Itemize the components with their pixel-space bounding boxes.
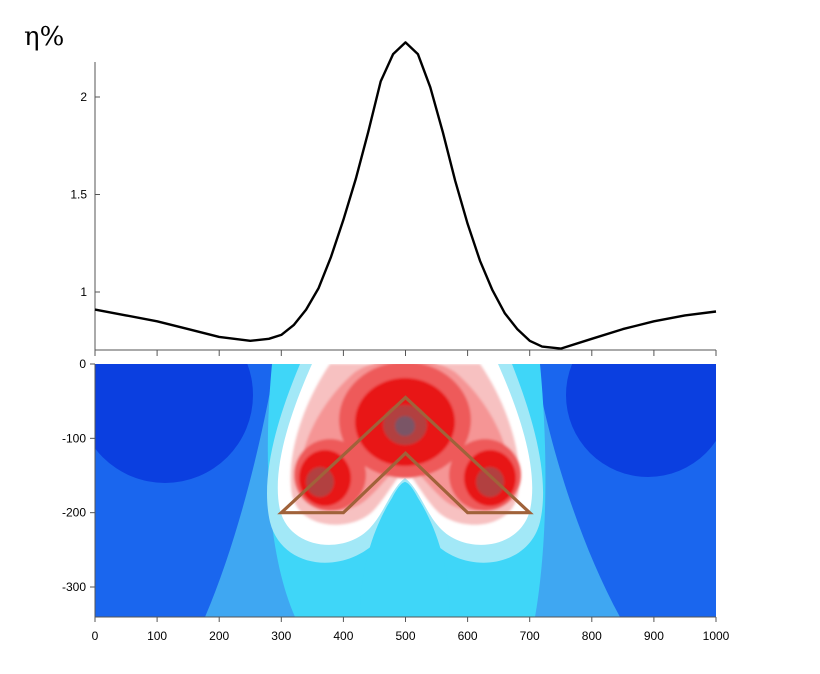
heatmap-notch <box>360 482 450 617</box>
anomaly-body-outline <box>277 395 534 515</box>
section-x-tick-label: 100 <box>147 629 167 643</box>
heatmap-core-right <box>476 467 504 497</box>
section-x-tick-label: 600 <box>458 629 478 643</box>
divider-ticks <box>94 350 717 356</box>
heatmap-anomaly <box>290 364 521 525</box>
section-y-tick-label: 0 <box>79 357 86 371</box>
profile-y-ticks: 11.52 <box>70 90 100 299</box>
heatmap-left-lobe <box>95 364 253 483</box>
section-x-tick-label: 200 <box>209 629 229 643</box>
section-x-tick-label: 1000 <box>703 629 730 643</box>
section-y-ticks: 0 -100 -200 -300 <box>62 357 95 594</box>
section-x-tick-label: 700 <box>520 629 540 643</box>
profile-y-tick-label: 1 <box>80 285 87 299</box>
section-y-tick-label: -300 <box>62 580 86 594</box>
section-x-tick-label: 800 <box>582 629 602 643</box>
section-x-tick-label: 400 <box>333 629 353 643</box>
heatmap-core-center-dark <box>395 416 415 436</box>
section-y-tick-label: -200 <box>62 506 86 520</box>
section-y-tick-label: -100 <box>62 431 86 445</box>
profile-y-tick-label: 2 <box>80 90 87 104</box>
section-x-tick-label: 900 <box>644 629 664 643</box>
section-x-tick-label: 300 <box>271 629 291 643</box>
profile-y-tick-label: 1.5 <box>70 188 87 202</box>
heatmap-right-lobe <box>566 364 716 477</box>
section-x-tick-label: 500 <box>395 629 415 643</box>
profile-y-axis-title: η% <box>24 22 64 52</box>
section-x-ticks: 0 100 200 300 400 500 600 700 800 900 1000 <box>92 617 730 643</box>
profile-line <box>94 41 717 350</box>
heatmap-core-left <box>306 467 334 497</box>
section-x-tick-label: 0 <box>92 629 99 643</box>
section-heatmap <box>95 364 716 617</box>
